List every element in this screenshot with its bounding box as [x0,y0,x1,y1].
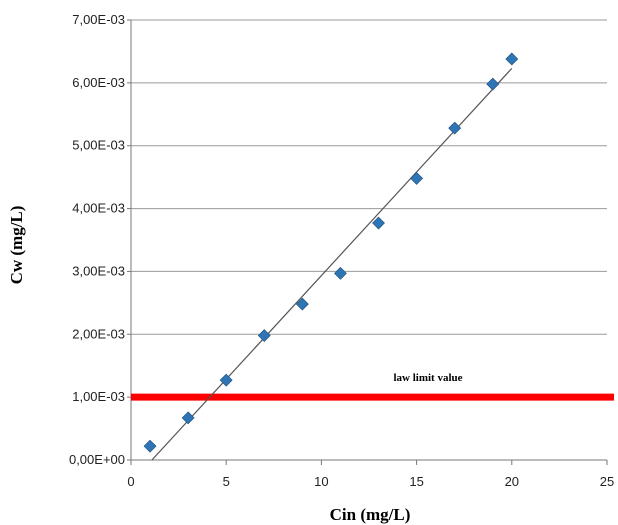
x-tick-label: 10 [314,474,328,489]
data-point [257,329,271,342]
data-point [334,266,347,280]
data-point [372,216,385,230]
x-tick-label: 15 [409,474,423,489]
y-tick-label: 2,00E-03 [72,326,125,341]
data-point [410,171,424,185]
y-tick-labels: 0,00E+00 1,00E-03 2,00E-03 3,00E-03 4,00E-03… [69,12,125,467]
y-tick-label: 1,00E-03 [72,389,125,404]
x-tick-label: 5 [223,474,230,489]
x-tick-label: 25 [600,474,614,489]
data-point [486,77,500,91]
x-axis-label: Cin (mg/L) [330,505,411,524]
data-points [143,52,519,453]
reference-line-label: law limit value [393,372,462,384]
y-tick-label: 6,00E-03 [72,75,125,90]
x-tick-label: 0 [127,474,134,489]
y-tick-label: 3,00E-03 [72,263,125,278]
y-tick-label: 7,00E-03 [72,12,125,27]
y-tick-label: 4,00E-03 [72,201,125,216]
data-point [505,52,519,66]
data-point [143,439,157,453]
axes [130,20,608,465]
y-tick-label: 0,00E+00 [69,452,125,467]
x-tick-label: 20 [505,474,519,489]
trendline-group [151,67,513,461]
data-point [295,297,309,311]
data-point [448,121,462,135]
data-point [219,373,233,387]
y-tick-label: 5,00E-03 [72,138,125,153]
x-tick-labels: 0 5 10 15 20 25 [127,474,614,489]
trendline [151,67,513,461]
y-axis-label: Cw (mg/L) [7,206,26,285]
data-point [181,411,195,425]
